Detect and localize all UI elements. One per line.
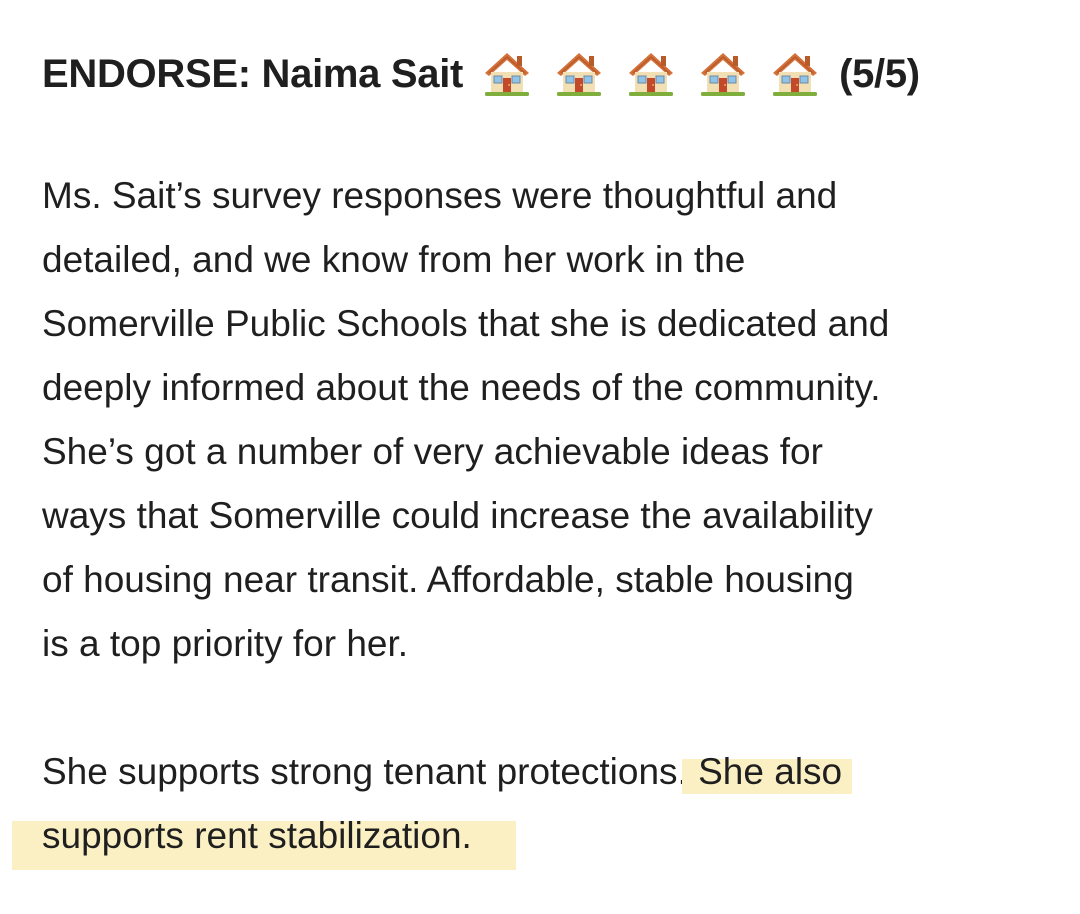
paragraph-line: of housing near transit. Affordable, sta… <box>42 559 854 600</box>
endorsement-heading: ENDORSE: Naima Sait (5/5) <box>42 44 920 104</box>
endorsement-paragraph: Ms. Sait’s survey responses were thought… <box>42 164 889 676</box>
highlighted-text: She also <box>681 751 853 794</box>
tenant-protections-paragraph: She supports strong tenant protections. … <box>12 740 853 870</box>
highlighted-text-content: She also <box>687 751 843 792</box>
house-icon <box>481 48 533 100</box>
house-icon <box>625 48 677 100</box>
rating-text: (5/5) <box>839 51 920 96</box>
paragraph-line: detailed, and we know from her work in t… <box>42 239 746 280</box>
highlighted-text: supports rent stabilization. <box>12 815 516 870</box>
house-icon <box>553 48 605 100</box>
paragraph-line: deeply informed about the needs of the c… <box>42 367 881 408</box>
paragraph-line: Ms. Sait’s survey responses were thought… <box>42 175 838 216</box>
house-icon <box>769 48 821 100</box>
plain-text: She supports strong tenant protections. <box>42 751 688 792</box>
house-icon <box>697 48 749 100</box>
heading-title: ENDORSE: Naima Sait <box>42 51 464 96</box>
paragraph-line: Somerville Public Schools that she is de… <box>42 303 890 344</box>
highlighted-text-content: supports rent stabilization. <box>42 815 472 856</box>
paragraph-line: She’s got a number of very achievable id… <box>42 431 823 472</box>
paragraph-line: is a top priority for her. <box>42 623 409 664</box>
paragraph-line: She supports strong tenant protections. … <box>42 740 853 804</box>
paragraph-line: ways that Somerville could increase the … <box>42 495 873 536</box>
paragraph-line: supports rent stabilization. <box>12 804 842 870</box>
